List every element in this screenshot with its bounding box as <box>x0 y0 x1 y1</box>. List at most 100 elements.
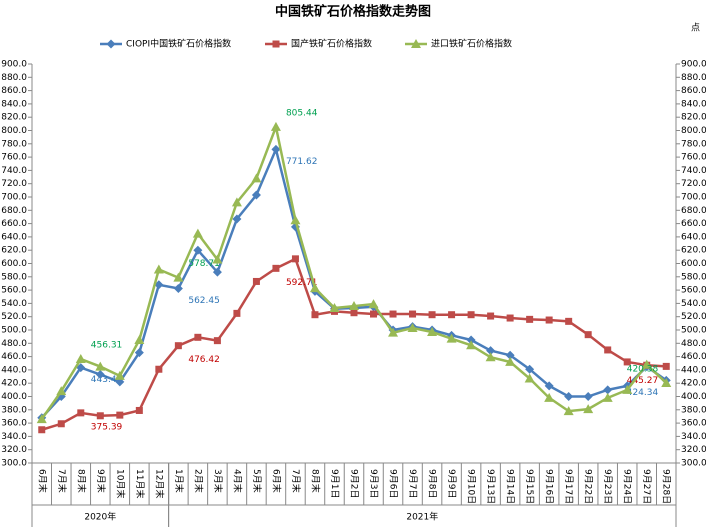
data-point <box>231 197 242 207</box>
data-point <box>271 144 281 154</box>
x-tick-label: 9月1日 <box>329 469 340 498</box>
data-point <box>251 190 261 200</box>
x-tick-label: 9月3日 <box>368 469 379 498</box>
data-point <box>329 303 340 313</box>
y-tick-label: 540.0 <box>1 299 27 309</box>
data-point <box>368 299 379 309</box>
y2-tick-label: 560.0 <box>681 286 706 296</box>
data-point <box>153 264 164 274</box>
y2-tick-label: 580.0 <box>681 272 706 282</box>
data-point <box>213 337 221 345</box>
y2-tick-label: 600.0 <box>681 259 706 269</box>
x-tick-label: 9月2日 <box>349 469 360 498</box>
y2-tick-label: 800.0 <box>681 126 706 136</box>
data-point <box>661 377 672 387</box>
data-point <box>135 406 143 414</box>
data-point <box>505 356 516 366</box>
y2-tick-label: 720.0 <box>681 179 706 189</box>
data-point <box>526 315 534 323</box>
y2-tick-label: 300.0 <box>681 459 706 469</box>
data-point <box>565 317 573 325</box>
x-tick-label: 8月末 <box>309 469 321 493</box>
data-point <box>564 392 574 401</box>
data-point <box>349 301 359 311</box>
y-tick-label: 820.0 <box>1 113 27 123</box>
data-point <box>602 392 613 402</box>
x-tick-label: 9月14日 <box>505 469 516 504</box>
data-label: 476.42 <box>188 355 220 365</box>
data-point <box>194 333 202 341</box>
data-point <box>485 352 496 362</box>
data-point <box>155 365 163 373</box>
y-tick-label: 620.0 <box>1 246 27 256</box>
y-tick-label: 400.0 <box>1 392 27 402</box>
data-point <box>584 331 592 339</box>
data-point <box>641 359 652 369</box>
legend-marker <box>411 39 421 48</box>
data-point <box>251 173 262 183</box>
group-label: 2021年 <box>406 511 438 523</box>
group-label: 2020年 <box>84 511 116 523</box>
data-point <box>77 409 85 417</box>
data-label: 456.31 <box>91 341 123 351</box>
data-point <box>56 386 67 396</box>
data-label: 445.27 <box>627 376 659 386</box>
x-tick-label: 7月末 <box>290 469 302 493</box>
x-tick-label: 9月6日 <box>388 469 399 498</box>
unit-label: 点 <box>691 23 700 34</box>
data-point <box>505 350 515 360</box>
data-point <box>252 277 260 285</box>
y2-tick-label: 860.0 <box>681 86 706 96</box>
y-tick-label: 780.0 <box>1 139 27 149</box>
y2-tick-label: 700.0 <box>681 193 706 203</box>
legend-marker <box>106 39 116 49</box>
y2-tick-label: 320.0 <box>681 445 706 455</box>
data-point <box>154 280 164 290</box>
y-tick-label: 840.0 <box>1 99 27 109</box>
y2-tick-label: 380.0 <box>681 405 706 415</box>
y-tick-label: 500.0 <box>1 326 27 336</box>
x-tick-label: 9月9日 <box>446 469 457 498</box>
data-point <box>114 370 125 380</box>
y-tick-label: 640.0 <box>1 232 27 242</box>
x-tick-label: 6月末 <box>36 469 48 493</box>
data-point <box>212 267 222 277</box>
y2-tick-label: 460.0 <box>681 352 706 362</box>
y2-tick-label: 620.0 <box>681 246 706 256</box>
data-label: 562.45 <box>188 296 220 306</box>
data-point <box>233 309 241 317</box>
x-tick-label: 3月末 <box>212 469 224 493</box>
data-point <box>192 228 203 238</box>
data-point <box>309 283 320 293</box>
data-point <box>409 310 417 318</box>
y-tick-label: 600.0 <box>1 259 27 269</box>
x-tick-label: 9月17日 <box>563 469 574 504</box>
data-point <box>212 254 223 264</box>
data-label: 424.34 <box>627 388 659 398</box>
legend-marker <box>272 40 280 48</box>
y-tick-label: 480.0 <box>1 339 27 349</box>
data-point <box>370 310 378 318</box>
y-tick-label: 520.0 <box>1 312 27 322</box>
data-point <box>311 311 319 319</box>
data-point <box>134 334 145 344</box>
data-point <box>467 311 475 319</box>
y-tick-label: 760.0 <box>1 153 27 163</box>
x-tick-label: 1月末 <box>173 469 185 493</box>
data-point <box>232 214 242 224</box>
x-tick-label: 9月10日 <box>466 469 477 504</box>
y2-tick-label: 840.0 <box>681 99 706 109</box>
x-tick-label: 5月末 <box>251 469 263 493</box>
data-point <box>193 245 203 255</box>
y2-tick-label: 500.0 <box>681 326 706 336</box>
y2-tick-label: 780.0 <box>681 139 706 149</box>
legend-label: 进口铁矿石价格指数 <box>431 38 512 50</box>
y2-tick-label: 820.0 <box>681 113 706 123</box>
y2-tick-label: 440.0 <box>681 365 706 375</box>
y2-tick-label: 400.0 <box>681 392 706 402</box>
y-tick-label: 880.0 <box>1 73 27 83</box>
data-point <box>622 384 633 394</box>
data-point <box>583 392 593 401</box>
y2-tick-label: 520.0 <box>681 312 706 322</box>
y-tick-label: 700.0 <box>1 193 27 203</box>
